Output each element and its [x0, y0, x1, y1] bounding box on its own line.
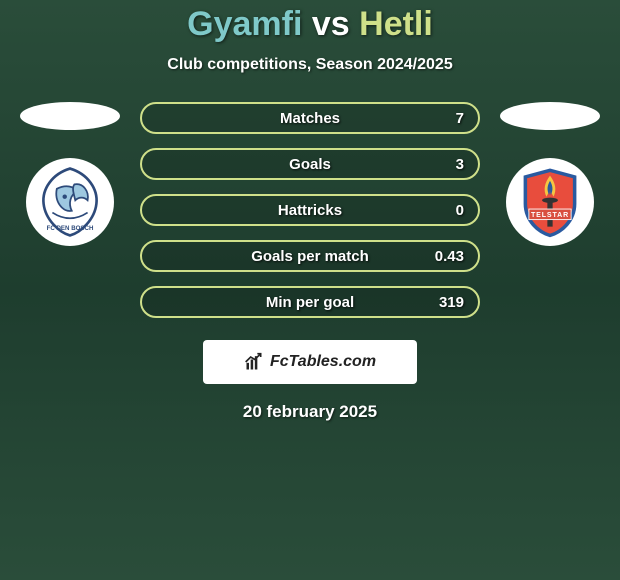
stat-label: Min per goal: [266, 294, 354, 311]
stat-label: Matches: [280, 110, 340, 127]
player-avatar-right: [500, 102, 600, 130]
title-left: Gyamfi: [187, 5, 302, 43]
stat-label: Goals: [289, 156, 331, 173]
stat-row: Goals 3: [140, 148, 480, 180]
stat-value: 3: [456, 156, 464, 173]
stat-row: Hattricks 0: [140, 194, 480, 226]
subtitle: Club competitions, Season 2024/2025: [0, 56, 620, 74]
stat-row: Goals per match 0.43: [140, 240, 480, 272]
chart-icon: [244, 352, 264, 372]
title-right: Hetli: [359, 5, 433, 43]
stat-value: 0: [456, 202, 464, 219]
stat-row: Matches 7: [140, 102, 480, 134]
club-crest-left: FC DEN BOSCH: [26, 158, 114, 246]
stat-label: Hattricks: [278, 202, 342, 219]
club-crest-right: TELSTAR: [506, 158, 594, 246]
right-column: TELSTAR: [500, 102, 600, 246]
stat-value: 0.43: [435, 248, 464, 265]
date-text: 20 february 2025: [0, 402, 620, 422]
player-avatar-left: [20, 102, 120, 130]
title-mid: vs: [302, 5, 359, 43]
svg-text:TELSTAR: TELSTAR: [531, 212, 569, 219]
stat-value: 7: [456, 110, 464, 127]
source-badge-text: FcTables.com: [270, 353, 376, 371]
source-badge[interactable]: FcTables.com: [203, 340, 417, 384]
stat-row: Min per goal 319: [140, 286, 480, 318]
stat-label: Goals per match: [251, 248, 369, 265]
left-column: FC DEN BOSCH: [20, 102, 120, 246]
stat-value: 319: [439, 294, 464, 311]
page-title: Gyamfi vs Hetli: [0, 5, 620, 44]
stats-list: Matches 7 Goals 3 Hattricks 0 Goals per …: [140, 102, 480, 332]
svg-text:FC DEN BOSCH: FC DEN BOSCH: [47, 225, 94, 232]
